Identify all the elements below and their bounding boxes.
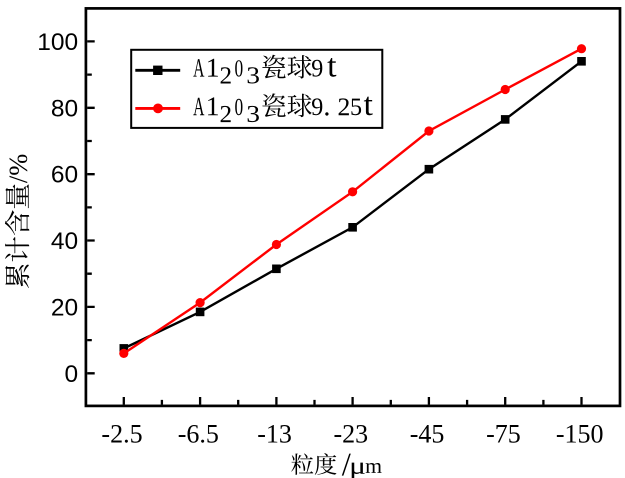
svg-text:/%: /% bbox=[3, 154, 33, 183]
svg-text:80: 80 bbox=[51, 95, 78, 122]
svg-text:-6.5: -6.5 bbox=[178, 419, 219, 448]
svg-text:-23: -23 bbox=[333, 419, 368, 448]
svg-text:100: 100 bbox=[37, 29, 78, 56]
svg-text:20: 20 bbox=[51, 294, 78, 321]
svg-text:-2.5: -2.5 bbox=[101, 419, 142, 448]
svg-text:0: 0 bbox=[65, 361, 79, 388]
svg-text:-13: -13 bbox=[257, 419, 292, 448]
svg-text:-45: -45 bbox=[410, 419, 445, 448]
svg-text:40: 40 bbox=[51, 228, 78, 255]
svg-text:-150: -150 bbox=[556, 419, 604, 448]
svg-text:-75: -75 bbox=[486, 419, 521, 448]
svg-text:60: 60 bbox=[51, 162, 78, 189]
